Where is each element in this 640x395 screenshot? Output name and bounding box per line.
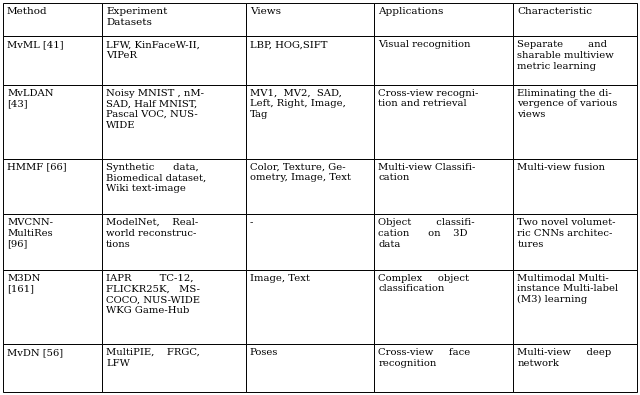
Text: -: - xyxy=(250,218,253,227)
Bar xyxy=(374,214,513,270)
Bar xyxy=(102,36,246,85)
Bar xyxy=(374,36,513,85)
Bar xyxy=(246,214,374,270)
Bar xyxy=(3,36,102,85)
Text: LBP, HOG,SIFT: LBP, HOG,SIFT xyxy=(250,40,327,49)
Text: Views: Views xyxy=(250,7,281,16)
Bar xyxy=(246,270,374,344)
Bar xyxy=(513,85,637,159)
Bar xyxy=(374,270,513,344)
Text: MultiPIE,    FRGC,
LFW: MultiPIE, FRGC, LFW xyxy=(106,348,200,368)
Text: Synthetic      data,
Biomedical dataset,
Wiki text-image: Synthetic data, Biomedical dataset, Wiki… xyxy=(106,163,206,193)
Bar xyxy=(513,270,637,344)
Text: Multi-view Classifi-
cation: Multi-view Classifi- cation xyxy=(378,163,476,182)
Text: MvDN [56]: MvDN [56] xyxy=(7,348,63,357)
Bar xyxy=(3,159,102,214)
Bar xyxy=(246,85,374,159)
Bar xyxy=(246,159,374,214)
Bar xyxy=(3,270,102,344)
Text: Visual recognition: Visual recognition xyxy=(378,40,471,49)
Bar xyxy=(102,344,246,392)
Text: IAPR         TC-12,
FLICKR25K,   MS-
COCO, NUS-WIDE
WKG Game-Hub: IAPR TC-12, FLICKR25K, MS- COCO, NUS-WID… xyxy=(106,274,200,315)
Text: Experiment
Datasets: Experiment Datasets xyxy=(106,7,168,27)
Text: Multimodal Multi-
instance Multi-label
(M3) learning: Multimodal Multi- instance Multi-label (… xyxy=(517,274,618,305)
Bar xyxy=(513,344,637,392)
Bar xyxy=(513,214,637,270)
Bar xyxy=(102,85,246,159)
Text: Method: Method xyxy=(7,7,47,16)
Text: Image, Text: Image, Text xyxy=(250,274,310,283)
Text: HMMF [66]: HMMF [66] xyxy=(7,163,67,171)
Text: Poses: Poses xyxy=(250,348,278,357)
Text: Color, Texture, Ge-
ometry, Image, Text: Color, Texture, Ge- ometry, Image, Text xyxy=(250,163,351,182)
Text: MvML [41]: MvML [41] xyxy=(7,40,63,49)
Bar xyxy=(246,36,374,85)
Bar xyxy=(374,3,513,36)
Bar xyxy=(3,3,102,36)
Bar xyxy=(102,270,246,344)
Text: Separate        and
sharable multiview
metric learning: Separate and sharable multiview metric l… xyxy=(517,40,614,71)
Text: Noisy MNIST , nM-
SAD, Half MNIST,
Pascal VOC, NUS-
WIDE: Noisy MNIST , nM- SAD, Half MNIST, Pasca… xyxy=(106,88,204,130)
Text: Multi-view     deep
network: Multi-view deep network xyxy=(517,348,611,368)
Bar xyxy=(513,159,637,214)
Bar xyxy=(513,3,637,36)
Text: MVCNN-
MultiRes
[96]: MVCNN- MultiRes [96] xyxy=(7,218,53,249)
Text: Eliminating the di-
vergence of various
views: Eliminating the di- vergence of various … xyxy=(517,88,618,119)
Bar xyxy=(102,159,246,214)
Bar xyxy=(3,344,102,392)
Text: Cross-view     face
recognition: Cross-view face recognition xyxy=(378,348,471,368)
Text: Complex     object
classification: Complex object classification xyxy=(378,274,470,293)
Text: Cross-view recogni-
tion and retrieval: Cross-view recogni- tion and retrieval xyxy=(378,88,479,108)
Bar xyxy=(246,3,374,36)
Bar xyxy=(374,344,513,392)
Text: ModelNet,    Real-
world reconstruc-
tions: ModelNet, Real- world reconstruc- tions xyxy=(106,218,198,249)
Text: M3DN
[161]: M3DN [161] xyxy=(7,274,40,293)
Bar xyxy=(513,36,637,85)
Bar xyxy=(374,85,513,159)
Text: Multi-view fusion: Multi-view fusion xyxy=(517,163,605,171)
Bar xyxy=(102,214,246,270)
Bar xyxy=(3,85,102,159)
Text: Object        classifi-
cation      on    3D
data: Object classifi- cation on 3D data xyxy=(378,218,475,249)
Text: Applications: Applications xyxy=(378,7,444,16)
Bar xyxy=(3,214,102,270)
Text: MV1,  MV2,  SAD,
Left, Right, Image,
Tag: MV1, MV2, SAD, Left, Right, Image, Tag xyxy=(250,88,346,119)
Bar xyxy=(246,344,374,392)
Text: Characteristic: Characteristic xyxy=(517,7,592,16)
Text: MvLDAN
[43]: MvLDAN [43] xyxy=(7,88,54,108)
Text: Two novel volumet-
ric CNNs architec-
tures: Two novel volumet- ric CNNs architec- tu… xyxy=(517,218,616,249)
Text: LFW, KinFaceW-II,
VIPeR: LFW, KinFaceW-II, VIPeR xyxy=(106,40,200,60)
Bar xyxy=(374,159,513,214)
Bar xyxy=(102,3,246,36)
